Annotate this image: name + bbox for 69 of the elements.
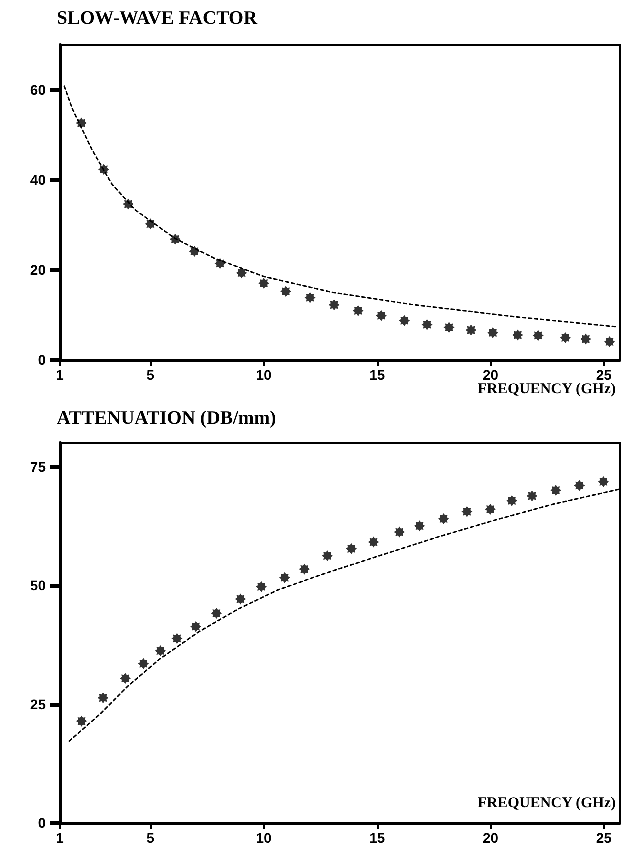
y-tick-label: 20 — [30, 262, 46, 278]
chart-title: ATTENUATION (DB/mm) — [57, 408, 276, 429]
point — [346, 543, 358, 554]
point — [155, 646, 166, 657]
point — [98, 692, 109, 704]
point — [422, 319, 433, 330]
point — [560, 332, 572, 344]
chart-title: SLOW-WAVE FACTOR — [57, 8, 258, 29]
point — [190, 621, 202, 632]
x-tick-label: 1 — [56, 367, 64, 383]
point — [376, 310, 387, 322]
point — [550, 485, 562, 496]
x-tick-label: 5 — [146, 367, 155, 383]
x-axis-title: FREQUENCY (GHz) — [478, 796, 616, 812]
x-tick-label: 10 — [256, 367, 272, 383]
point — [76, 716, 88, 727]
point — [488, 328, 499, 338]
point — [279, 572, 290, 584]
point — [236, 268, 248, 279]
point — [304, 292, 316, 304]
point — [438, 514, 450, 524]
x-tick-label: 25 — [596, 830, 612, 846]
point — [485, 504, 496, 515]
y-tick-label: 25 — [30, 696, 46, 712]
point — [256, 581, 268, 592]
x-tick-label: 15 — [370, 830, 386, 846]
point — [444, 322, 455, 334]
point — [172, 633, 183, 644]
point — [604, 336, 616, 348]
point — [526, 490, 538, 502]
point — [138, 658, 150, 670]
y-tick-label: 50 — [30, 578, 46, 594]
point — [462, 506, 473, 518]
x-axis-title: FREQUENCY (GHz) — [478, 382, 616, 398]
y-tick-label: 75 — [30, 458, 46, 475]
point — [322, 550, 334, 562]
x-tick-label: 15 — [370, 367, 386, 383]
point — [352, 305, 364, 316]
point — [211, 608, 222, 620]
point — [214, 258, 226, 270]
point — [394, 526, 406, 538]
point — [280, 286, 292, 298]
y-tick-label: 60 — [30, 82, 46, 98]
point — [414, 520, 426, 532]
point — [258, 278, 270, 289]
point — [580, 334, 592, 345]
point — [466, 324, 477, 336]
point — [532, 330, 544, 342]
x-tick-label: 1 — [56, 830, 64, 846]
y-tick-label: 40 — [30, 172, 46, 188]
x-tick-label: 5 — [146, 830, 155, 846]
point — [328, 300, 340, 311]
y-tick-label: 0 — [38, 815, 46, 831]
point — [574, 480, 586, 492]
x-tick-label: 20 — [482, 367, 499, 383]
x-tick-label: 10 — [256, 830, 272, 846]
point — [399, 315, 410, 326]
point — [598, 476, 610, 488]
line-series — [64, 86, 618, 328]
x-tick-label: 20 — [482, 830, 499, 846]
point — [506, 495, 518, 506]
point — [512, 330, 524, 341]
point — [368, 536, 380, 548]
x-tick-label: 25 — [596, 367, 612, 383]
point — [299, 564, 310, 575]
point — [120, 673, 132, 684]
point — [189, 246, 200, 258]
y-tick-label: 0 — [38, 352, 46, 368]
point — [235, 594, 246, 605]
